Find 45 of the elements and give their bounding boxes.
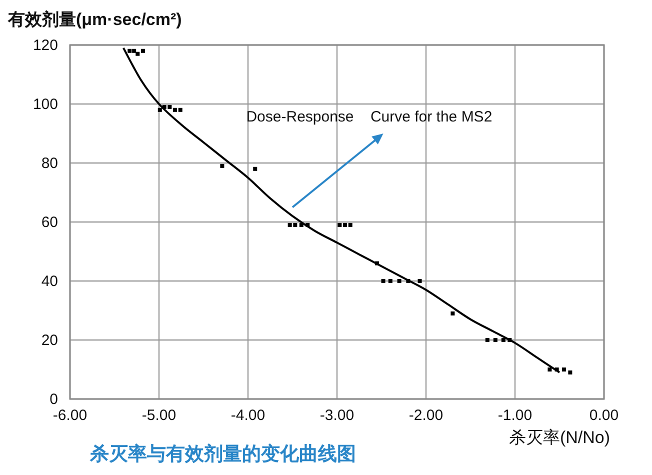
point	[158, 108, 162, 112]
x-tick-label: -3.00	[320, 407, 354, 424]
y-tick-label: 0	[50, 391, 58, 408]
y-tick-label: 60	[41, 214, 58, 231]
y-tick-label: 80	[41, 155, 58, 172]
y-tick-label: 20	[41, 332, 58, 349]
point	[338, 222, 342, 227]
point	[293, 222, 298, 227]
point	[381, 279, 386, 283]
point	[343, 222, 348, 227]
x-tick-label: -2.00	[408, 407, 444, 424]
point	[450, 311, 455, 316]
point	[397, 279, 402, 283]
x-tick-label: -1.00	[498, 407, 532, 424]
annotation: Dose-Response Curve for the MS2	[246, 108, 492, 126]
point	[128, 48, 132, 53]
x-tick-label: -6.00	[52, 407, 88, 424]
point	[253, 166, 258, 171]
x-axis-title: 杀灭率(N/No)	[508, 428, 610, 447]
text: 杀灭率与有效剂量的变化曲线图	[89, 443, 356, 465]
y-tick-label: 100	[32, 96, 58, 113]
y-tick-label: 40	[41, 273, 58, 290]
y-axis-title: 有效剂量(μm·sec/cm²)	[7, 10, 182, 29]
point	[548, 368, 552, 372]
point	[136, 52, 140, 56]
point	[168, 104, 172, 109]
x-tick-label: 0.00	[589, 407, 619, 424]
point	[178, 108, 182, 112]
point	[173, 108, 178, 112]
point	[348, 222, 352, 227]
point	[568, 370, 572, 374]
point	[132, 48, 136, 53]
point	[140, 48, 145, 53]
x-tick-label: -4.00	[230, 407, 266, 424]
point	[493, 338, 498, 342]
point	[562, 368, 566, 372]
point	[485, 338, 490, 342]
point	[220, 164, 224, 168]
point	[388, 279, 392, 283]
line-series	[122, 46, 560, 374]
point	[288, 222, 292, 227]
point	[501, 338, 506, 342]
point	[418, 279, 422, 283]
x-tick-label: -5.00	[142, 407, 176, 424]
y-tick-label: 120	[32, 37, 58, 54]
